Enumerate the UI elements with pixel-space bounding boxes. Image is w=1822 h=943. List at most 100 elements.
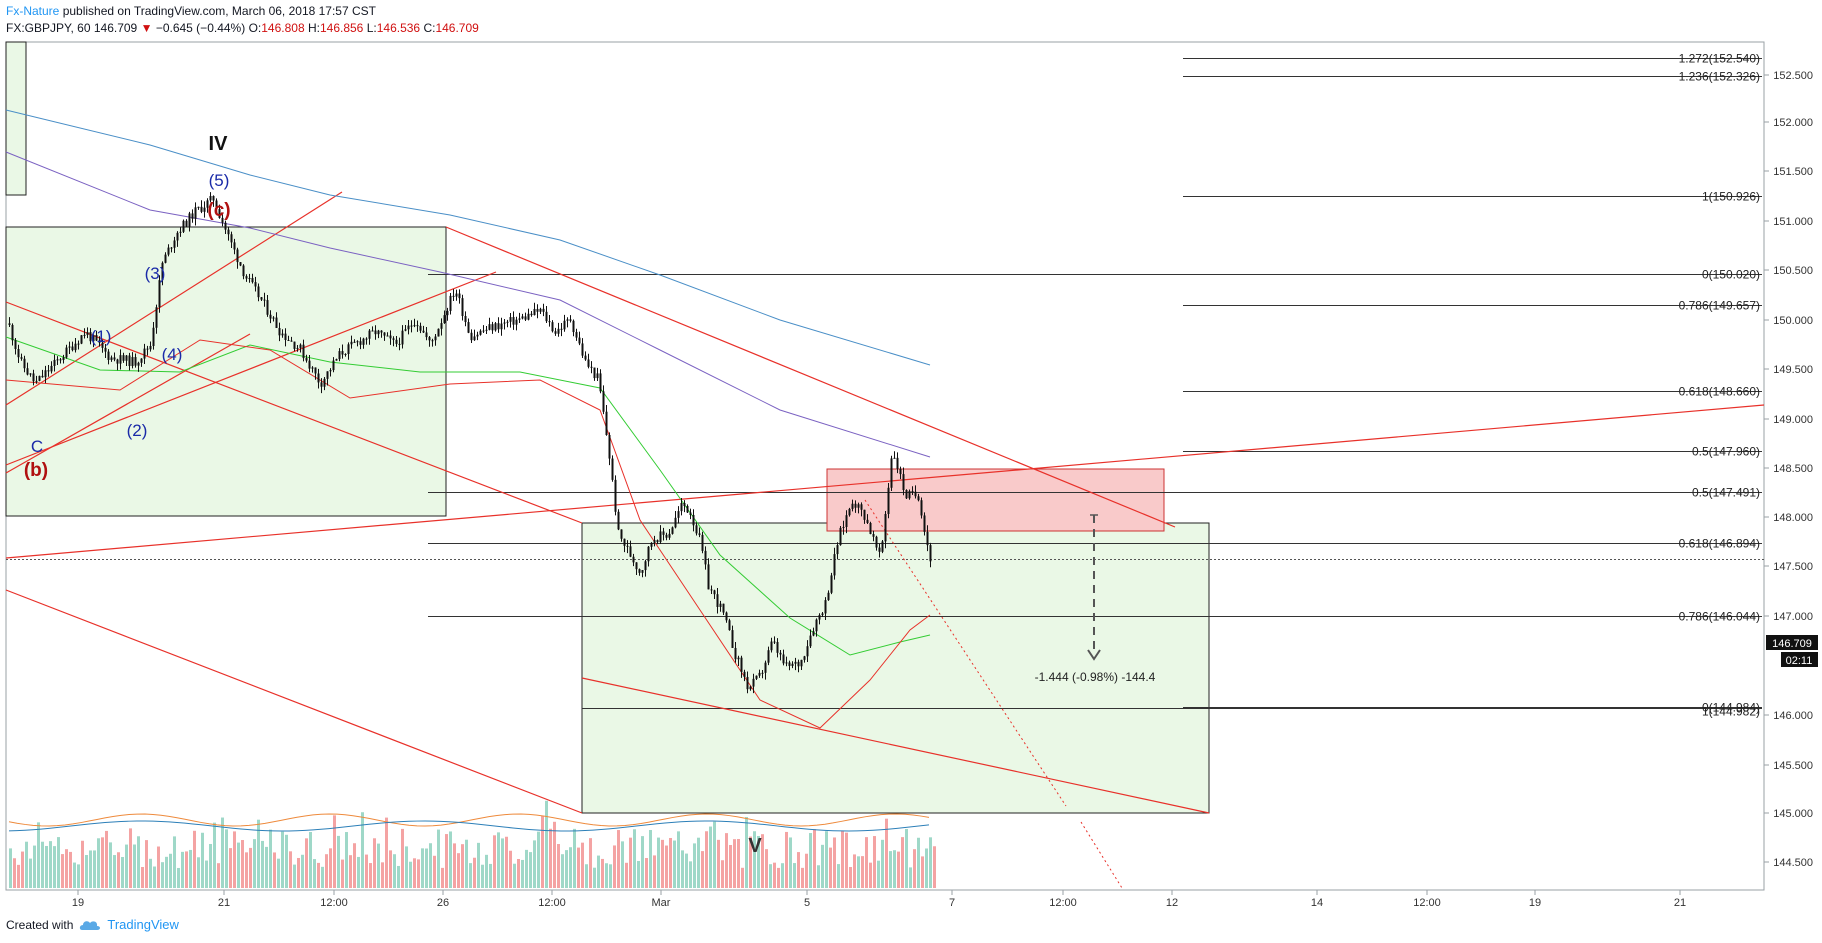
fib-level-label: 0.786(146.044) xyxy=(1679,610,1760,624)
candle-body xyxy=(119,355,122,364)
volume-bar xyxy=(421,848,424,888)
candle-body xyxy=(629,546,632,557)
candle-body xyxy=(491,324,494,331)
fib-level-label: 0.618(146.894) xyxy=(1679,537,1760,551)
volume-bar xyxy=(569,847,572,888)
candle-body xyxy=(506,321,509,323)
symbol-legend: FX:GBPJPY, 60 146.709 ▼ −0.645 (−0.44%) … xyxy=(6,21,479,35)
candle-body xyxy=(881,541,884,552)
volume-bar xyxy=(501,838,504,888)
candle-body xyxy=(818,615,821,620)
x-tick-label: 26 xyxy=(437,897,449,909)
candle-body xyxy=(833,554,836,576)
down-triangle-icon: ▼ xyxy=(140,21,153,35)
y-tick-label: 144.500 xyxy=(1773,857,1813,869)
candle-body xyxy=(452,295,455,297)
candle-body xyxy=(839,527,842,546)
candle-body xyxy=(854,503,857,508)
volume-bar xyxy=(677,831,680,888)
measure-arrow-icon xyxy=(1087,649,1101,661)
candle-body xyxy=(437,328,440,337)
volume-bar xyxy=(577,847,580,888)
candle-body xyxy=(431,340,434,342)
volume-bar xyxy=(885,818,888,888)
wave-label: C xyxy=(31,437,43,456)
candle-body xyxy=(896,457,899,469)
volume-bar xyxy=(353,843,356,888)
candle-body xyxy=(524,316,527,320)
candle-body xyxy=(887,487,890,515)
fib-level-label: 0.5(147.491) xyxy=(1692,486,1760,500)
candle-body xyxy=(728,620,731,631)
volume-bar xyxy=(413,858,416,888)
volume-bar xyxy=(601,858,604,888)
candle-body xyxy=(263,299,266,301)
volume-bar xyxy=(397,865,400,888)
candle-body xyxy=(851,503,854,509)
volume-bar xyxy=(273,852,276,888)
y-tick-label: 150.000 xyxy=(1773,315,1813,327)
y-tick-label: 147.500 xyxy=(1773,561,1813,573)
candle-body xyxy=(224,222,227,230)
x-tick-label: 5 xyxy=(804,897,810,909)
candle-body xyxy=(371,330,374,332)
candle-body xyxy=(647,546,650,562)
volume-bar xyxy=(657,837,660,888)
candle-body xyxy=(155,307,158,328)
volume-bar xyxy=(21,851,24,888)
candle-body xyxy=(380,330,383,333)
trend-line xyxy=(445,226,1176,528)
candle-body xyxy=(290,340,293,342)
volume-bar xyxy=(65,849,68,888)
volume-bar xyxy=(861,856,864,888)
wave-label: (5) xyxy=(209,171,230,190)
volume-bar xyxy=(753,831,756,888)
volume-bar xyxy=(477,842,480,888)
volume-bar xyxy=(645,858,648,888)
trend-line xyxy=(5,191,343,406)
volume-ma-orange xyxy=(8,813,930,827)
volume-bar xyxy=(417,859,420,888)
volume-bar xyxy=(25,841,28,888)
volume-bar xyxy=(613,845,616,888)
candle-body xyxy=(386,335,389,337)
range-box-right xyxy=(581,522,1210,814)
candle-body xyxy=(50,365,53,372)
trend-line xyxy=(5,301,583,524)
candle-body xyxy=(407,325,410,330)
volume-bar xyxy=(717,839,720,888)
candle-body xyxy=(830,575,833,593)
candle-body xyxy=(494,323,497,331)
volume-bar xyxy=(229,848,232,888)
volume-bar xyxy=(529,852,532,888)
volume-bar xyxy=(505,836,508,888)
candle-body xyxy=(467,322,470,333)
symbol-name[interactable]: FX:GBPJPY, 60 xyxy=(6,21,91,35)
volume-bar xyxy=(673,840,676,888)
candle-body xyxy=(329,370,332,372)
volume-bar xyxy=(905,829,908,888)
tradingview-brand-link[interactable]: TradingView xyxy=(107,917,179,932)
candle-body xyxy=(815,619,818,632)
volume-bar xyxy=(881,839,884,888)
volume-bar xyxy=(729,844,732,888)
measure-label: -1.444 (-0.98%) -144.4 xyxy=(1035,670,1156,684)
last-price-badge xyxy=(1766,635,1818,650)
volume-bar xyxy=(29,858,32,888)
candle-body xyxy=(497,323,500,330)
candle-body xyxy=(782,654,785,664)
volume-bar xyxy=(97,838,100,888)
candle-body xyxy=(530,313,533,316)
volume-ma-blue xyxy=(8,820,930,832)
candle-body xyxy=(764,662,767,673)
candle-body xyxy=(650,542,653,547)
volume-bar xyxy=(465,839,468,888)
volume-bar xyxy=(733,839,736,888)
candle-body xyxy=(635,562,638,570)
volume-bar xyxy=(333,815,336,888)
author-link[interactable]: Fx-Nature xyxy=(6,4,60,18)
candle-body xyxy=(824,600,827,614)
candle-body xyxy=(548,321,551,323)
trend-line xyxy=(5,404,1765,559)
